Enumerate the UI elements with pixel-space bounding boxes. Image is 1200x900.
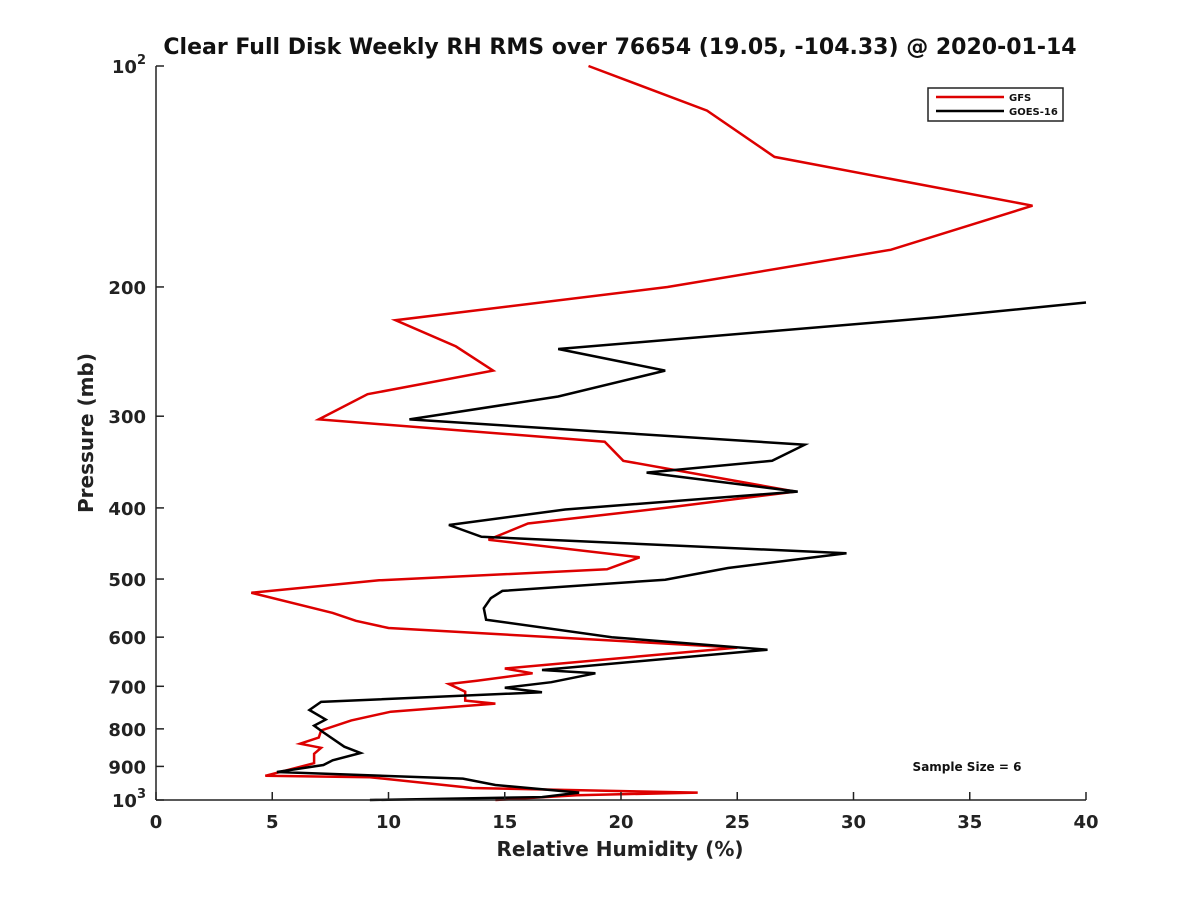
y-tick-label: 500 bbox=[108, 570, 146, 591]
y-tick-label: 300 bbox=[108, 407, 146, 428]
x-tick-label: 5 bbox=[266, 812, 279, 833]
x-axis-label: Relative Humidity (%) bbox=[496, 837, 743, 861]
y-tick-label: 900 bbox=[108, 757, 146, 778]
x-tick-label: 20 bbox=[608, 812, 633, 833]
series-line-gfs bbox=[251, 64, 1033, 802]
x-tick-label: 10 bbox=[376, 812, 401, 833]
y-tick-label: 103 bbox=[112, 787, 146, 812]
legend-label-goes16: GOES-16 bbox=[1009, 107, 1058, 118]
y-tick-label: 800 bbox=[108, 720, 146, 741]
sample-size-annotation: Sample Size = 6 bbox=[913, 760, 1022, 774]
legend-box bbox=[927, 87, 1064, 122]
y-tick-label: 600 bbox=[108, 628, 146, 649]
x-tick-label: 15 bbox=[492, 812, 517, 833]
legend-label-gfs: GFS bbox=[1009, 93, 1031, 104]
y-tick-label: 102 bbox=[112, 53, 146, 78]
chart-title: Clear Full Disk Weekly RH RMS over 76654… bbox=[163, 35, 1076, 60]
x-ticks: 0 5 10 15 20 25 30 35 40 bbox=[150, 792, 1099, 833]
y-tick-label: 400 bbox=[108, 499, 146, 520]
x-tick-label: 35 bbox=[957, 812, 982, 833]
x-tick-label: 0 bbox=[150, 812, 163, 833]
y-tick-label: 200 bbox=[108, 278, 146, 299]
x-tick-label: 25 bbox=[725, 812, 750, 833]
legend: GFS GOES-16 bbox=[927, 87, 1064, 122]
series-line-goes16 bbox=[276, 301, 1087, 802]
y-tick-label: 700 bbox=[108, 677, 146, 698]
x-tick-label: 30 bbox=[841, 812, 866, 833]
x-tick-label: 40 bbox=[1073, 812, 1098, 833]
y-ticks: 102 200 300 400 500 600 700 800 900 103 bbox=[108, 53, 164, 812]
series-layer bbox=[251, 64, 1087, 802]
y-axis-label: Pressure (mb) bbox=[74, 353, 98, 513]
